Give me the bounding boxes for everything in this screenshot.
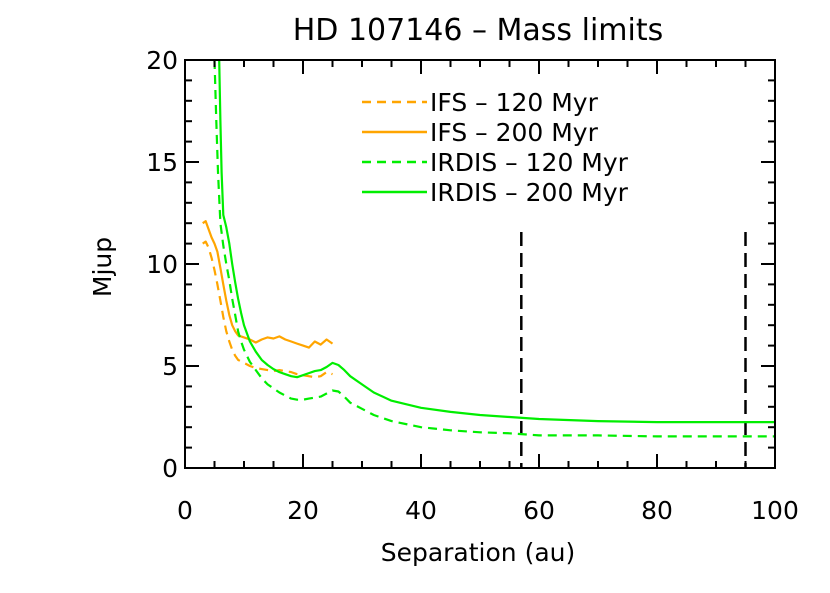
series-line-1	[202, 240, 333, 379]
legend-label-2: IFS – 200 Myr	[430, 118, 599, 147]
legend-label-4: IRDIS – 200 Myr	[430, 178, 629, 207]
y-tick-label-10: 10	[146, 250, 178, 279]
x-tick-label-0: 0	[177, 496, 193, 525]
axes: 0 20 40 60 80 100 0 5 10 15 20	[146, 46, 799, 525]
y-tick-label-0: 0	[162, 454, 178, 483]
y-tick-label-15: 15	[146, 148, 178, 177]
x-tick-label-20: 20	[287, 496, 319, 525]
x-axis-label: Separation (au)	[381, 538, 576, 567]
plot-area	[202, 60, 775, 468]
chart-title: HD 107146 – Mass limits	[293, 13, 663, 48]
legend-label-1: IFS – 120 Myr	[430, 88, 599, 117]
x-tick-label-40: 40	[405, 496, 437, 525]
y-axis-label: Mjup	[88, 237, 117, 297]
y-tick-label-20: 20	[146, 46, 178, 75]
x-tick-label-60: 60	[523, 496, 555, 525]
series-line-4	[218, 60, 775, 424]
y-tick-label-5: 5	[162, 352, 178, 381]
x-tick-label-80: 80	[641, 496, 673, 525]
legend-label-3: IRDIS – 120 Myr	[430, 148, 629, 177]
x-tick-label-100: 100	[751, 496, 799, 525]
